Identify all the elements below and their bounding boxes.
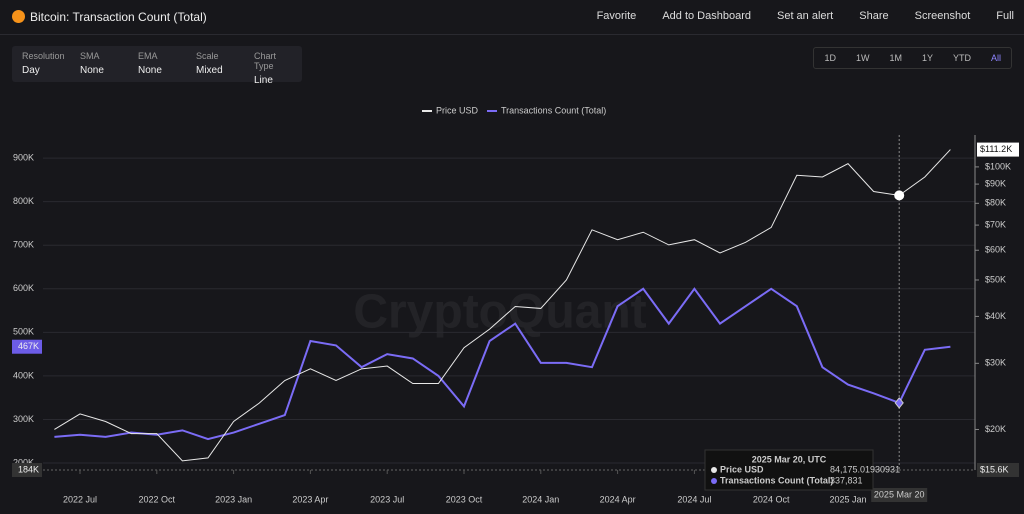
axis-badge — [977, 142, 1019, 157]
control[interactable]: Chart Type Line — [244, 46, 302, 86]
range-button[interactable]: All — [990, 53, 1001, 63]
x-tick-label: 2023 Jul — [370, 494, 404, 504]
y-tick-label: 700K — [13, 240, 34, 250]
control-label: Scale — [196, 51, 219, 61]
logo — [12, 10, 25, 23]
header: Bitcoin: Transaction Count (Total) Favor… — [0, 0, 1024, 35]
x-tick-label: 2025 Jan — [829, 494, 866, 504]
control-label: Resolution — [22, 51, 65, 61]
x-tick-label: 2024 Oct — [753, 494, 790, 504]
axis-badge — [977, 463, 1019, 477]
y-tick-label: 500K — [13, 327, 34, 337]
y2-tick-label: $80K — [985, 198, 1006, 208]
y2-tick-label: $70K — [985, 219, 1006, 229]
tooltip-dot — [711, 467, 717, 473]
axis-badge — [12, 339, 42, 354]
y-tick-label: 300K — [13, 414, 34, 424]
control[interactable]: SMA None — [70, 46, 128, 82]
y-tick-label: 600K — [13, 283, 34, 293]
y-tick-label: 400K — [13, 370, 34, 380]
control-value: None — [80, 65, 104, 76]
x-tick-label: 2024 Jan — [522, 494, 559, 504]
series-line — [54, 149, 951, 462]
tooltip-name: Transactions Count (Total) — [720, 475, 833, 485]
crosshair-label: 2025 Mar 20 — [874, 489, 925, 499]
range-button[interactable]: 1W — [855, 53, 870, 63]
tooltip-name: Price USD — [720, 464, 764, 474]
crosshair-badge — [871, 488, 928, 502]
tooltip-value: 84,175.01930931 — [830, 464, 900, 474]
tooltip-dot — [711, 478, 717, 484]
y-tick-label: 900K — [13, 152, 34, 162]
axis-badge-label: 184K — [18, 464, 39, 474]
control-value: Mixed — [196, 65, 223, 76]
tooltip-date: 2025 Mar 20, UTC — [752, 454, 827, 464]
control[interactable]: Resolution Day — [12, 46, 70, 82]
y2-tick-label: $90K — [985, 178, 1006, 188]
x-tick-label: 2022 Oct — [139, 494, 176, 504]
legend-label: Price USD — [436, 105, 479, 115]
range-button[interactable]: 1D — [824, 53, 836, 63]
x-tick-label: 2022 Jul — [63, 494, 97, 504]
axis-badge-label: $15.6K — [980, 464, 1009, 474]
legend-label: Transactions Count (Total) — [501, 105, 606, 115]
control-label: SMA — [80, 51, 100, 61]
hover-point — [894, 397, 904, 409]
control-value: None — [138, 65, 162, 76]
controls: Resolution Day SMA None EMA None Scale Mixed Cha… — [12, 46, 302, 86]
x-tick-label: 2024 Jul — [677, 494, 711, 504]
range-button[interactable]: 1M — [889, 53, 902, 63]
action-button[interactable]: Full — [996, 10, 1014, 22]
y-tick-label: 800K — [13, 196, 34, 206]
title: Bitcoin: Transaction Count (Total) — [30, 10, 207, 24]
axis-badge-label: $111.2K — [980, 144, 1012, 154]
y2-tick-label: $60K — [985, 245, 1006, 255]
y2-tick-label: $50K — [985, 274, 1006, 284]
x-tick-label: 2024 Apr — [600, 494, 636, 504]
y2-tick-label: $20K — [985, 424, 1006, 434]
y-tick-label: 200K — [13, 457, 34, 467]
action-button[interactable]: Favorite — [596, 10, 637, 22]
ranges: 1D 1W 1M 1Y YTD All — [813, 47, 1012, 69]
control-label: EMA — [138, 51, 158, 61]
range-button[interactable]: 1Y — [921, 53, 933, 63]
y2-tick-label: $40K — [985, 311, 1006, 321]
action-button[interactable]: Add to Dashboard — [662, 10, 751, 22]
control-label: Chart Type — [254, 51, 277, 71]
action-button[interactable]: Screenshot — [914, 10, 971, 22]
tooltip-value: 337,831 — [830, 475, 863, 485]
series-line — [54, 287, 951, 441]
control[interactable]: Scale Mixed — [186, 46, 244, 82]
x-tick-label: 2023 Jan — [215, 494, 252, 504]
control-value: Day — [22, 65, 40, 76]
tooltip — [704, 449, 874, 491]
axis-badge — [12, 463, 42, 477]
watermark: CryptoQuant — [353, 286, 646, 339]
hover-point — [894, 190, 905, 201]
y2-tick-label: $30K — [985, 358, 1006, 368]
x-tick-label: 2023 Apr — [292, 494, 328, 504]
action-button[interactable]: Share — [859, 10, 889, 22]
action-button[interactable]: Set an alert — [776, 10, 834, 22]
control[interactable]: EMA None — [128, 46, 186, 82]
range-button[interactable]: YTD — [952, 53, 971, 63]
actions: Favorite Add to Dashboard Set an alert Shar… — [597, 10, 1014, 22]
y2-tick-label: $100K — [985, 161, 1011, 171]
control-value: Line — [254, 75, 273, 86]
x-tick-label: 2023 Oct — [446, 494, 483, 504]
axis-badge-label: 467K — [18, 341, 39, 351]
